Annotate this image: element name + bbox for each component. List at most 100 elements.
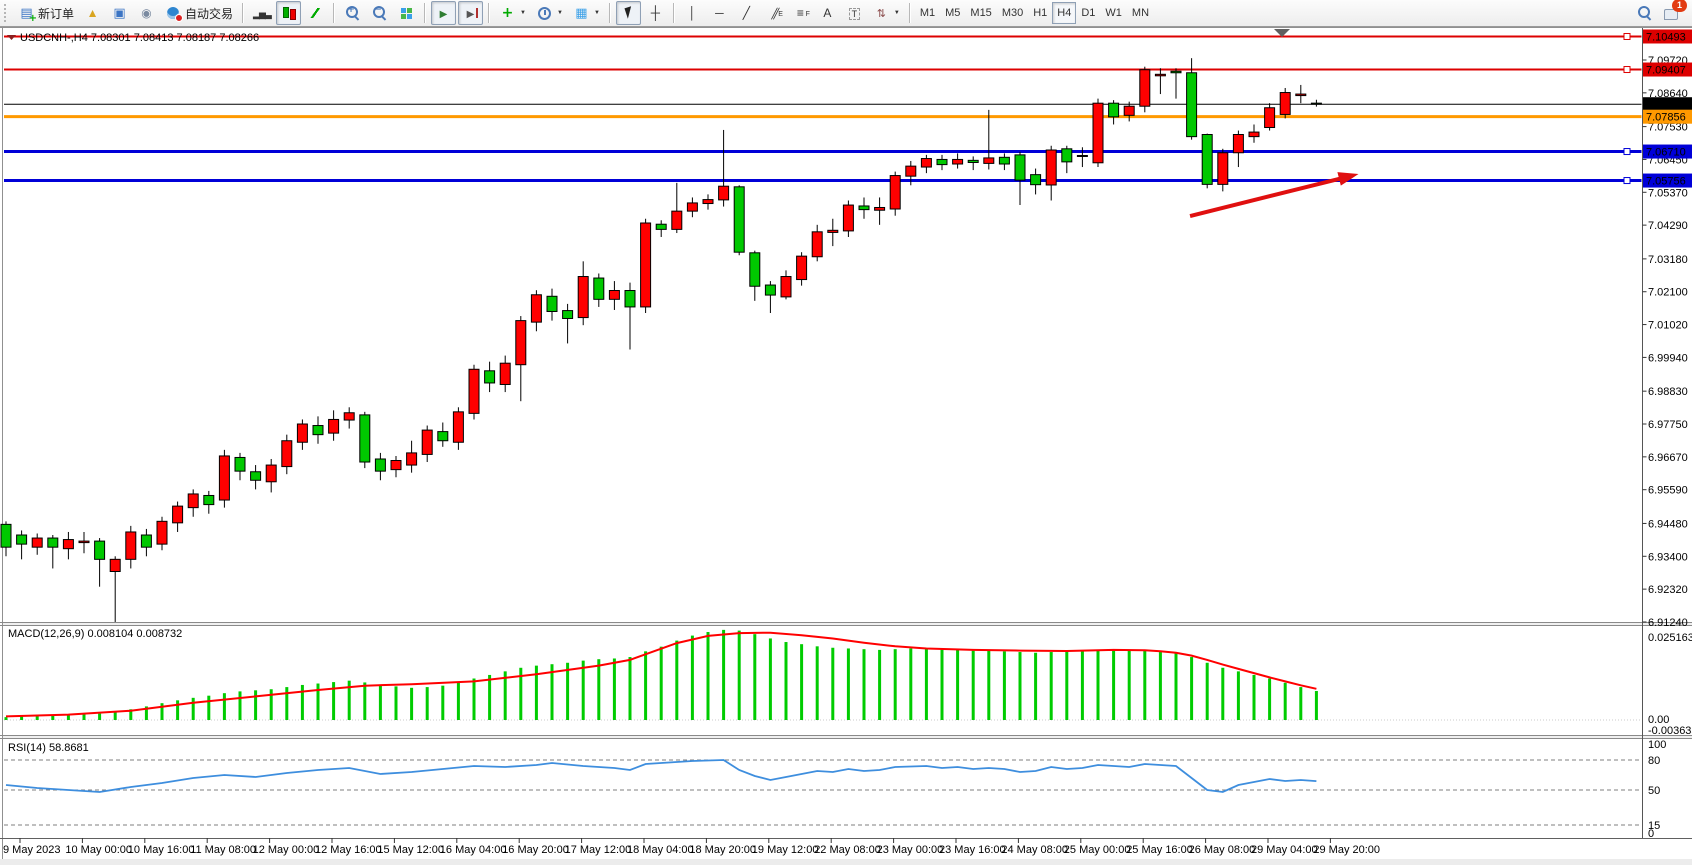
label-button[interactable] [842, 1, 867, 25]
market-watch-button[interactable] [80, 1, 105, 25]
candle-body [889, 175, 901, 210]
cursor-button[interactable] [615, 1, 641, 25]
candle-body [203, 494, 215, 506]
macd-histogram-bar [550, 664, 554, 720]
macd-histogram-bar [1268, 678, 1272, 720]
horizontal-line-button[interactable] [707, 1, 732, 25]
candle-body [827, 229, 839, 233]
indicators-button[interactable]: ▼ [495, 1, 530, 25]
timeframe-w1-button[interactable]: W1 [1105, 7, 1122, 19]
text-button[interactable] [815, 1, 840, 25]
price-tick-label: 6.95590 [1648, 485, 1688, 497]
level-line-handle[interactable] [1623, 177, 1631, 185]
autotrading-button[interactable]: 自动交易 [161, 1, 237, 25]
toolbar-separator [424, 3, 427, 23]
periods-button[interactable]: ▼ [532, 1, 567, 25]
macd-histogram-bar [581, 660, 585, 720]
candle-body [718, 185, 730, 201]
candle-body [359, 414, 371, 463]
candle-body [31, 537, 43, 548]
candle-body [562, 310, 574, 319]
candle-body [328, 418, 340, 434]
level-line-handle[interactable] [1623, 148, 1631, 156]
timeframe-m5-button[interactable]: M5 [945, 7, 961, 19]
level-line-handle[interactable] [1623, 66, 1631, 74]
rsi-axis-label: 80 [1648, 755, 1660, 767]
candle-body [749, 252, 761, 287]
macd-histogram-bar [800, 644, 804, 720]
auto-scroll-button[interactable] [431, 1, 457, 25]
arrows-button[interactable]: ▼ [869, 1, 904, 25]
price-level-badge [1643, 173, 1692, 188]
tiles-icon [398, 5, 415, 21]
candle-body [1076, 154, 1088, 157]
bar-chart-button[interactable] [249, 1, 274, 25]
macd-histogram-bar [815, 646, 819, 720]
macd-histogram-bar [1205, 662, 1209, 720]
timeframe-h4-button[interactable]: H4 [1052, 2, 1077, 24]
new-order-button[interactable]: 新订单 [14, 1, 78, 25]
timeframe-d1-button[interactable]: D1 [1081, 7, 1096, 19]
macd-histogram-bar [113, 712, 117, 720]
vertical-line-button[interactable] [680, 1, 705, 25]
notification-badge: 1 [1672, 0, 1687, 12]
timeframe-h1-button[interactable]: H1 [1033, 7, 1048, 19]
macd-histogram-bar [1158, 652, 1162, 720]
macd-histogram-bar [82, 714, 86, 720]
templates-button[interactable]: ▼ [569, 1, 604, 25]
time-axis-label: 10 May 16:00 [128, 844, 195, 856]
candlestick-button[interactable] [276, 1, 302, 25]
candle-body [1201, 134, 1213, 185]
crosshair-icon [647, 5, 664, 21]
time-axis-label: 16 May 04:00 [440, 844, 507, 856]
price-level-badge-label: 7.10493 [1646, 31, 1686, 43]
arrow-annotation[interactable] [1189, 172, 1359, 218]
notifications-button[interactable]: 1 [1663, 0, 1687, 22]
trendline-button[interactable] [734, 1, 759, 25]
line-chart-button[interactable] [303, 1, 328, 25]
zoom-in-button[interactable] [340, 1, 365, 25]
macd-histogram-bar [1143, 650, 1147, 720]
toolbar-grip [4, 4, 10, 22]
timeframe-m1-button[interactable]: M1 [919, 7, 936, 19]
candle-body [16, 534, 28, 545]
time-axis-label: 9 May 2023 [3, 844, 60, 856]
timeframe-mn-button[interactable]: MN [1131, 7, 1150, 19]
chart-shift-marker[interactable] [1274, 29, 1290, 37]
template-icon [573, 5, 590, 21]
labelicon-icon [846, 5, 863, 21]
time-axis-label: 12 May 16:00 [315, 844, 382, 856]
timeframe-m15-button[interactable]: M15 [970, 7, 992, 19]
channel-button[interactable] [761, 1, 786, 25]
chart-area[interactable]: 7.097207.086407.075307.064507.053707.042… [0, 27, 1692, 865]
macd-histogram-bar [862, 649, 866, 720]
chevron-down-icon: ▼ [593, 10, 600, 16]
macd-histogram-bar [956, 649, 960, 720]
candle-body [1045, 149, 1057, 186]
clock-icon [536, 5, 553, 21]
candle-body [1248, 131, 1260, 138]
crosshair-button[interactable] [643, 1, 668, 25]
candle-body [671, 210, 683, 230]
macd-histogram-bar [207, 695, 211, 720]
chevron-down-icon: ▼ [520, 10, 526, 16]
symbol-dropdown-icon[interactable] [7, 35, 16, 40]
fibonacci-button[interactable] [788, 1, 813, 25]
signals-button[interactable] [134, 1, 159, 25]
price-level-badge [1643, 109, 1692, 124]
price-tick-label: 6.99940 [1648, 352, 1688, 364]
time-axis-label: 29 May 04:00 [1251, 844, 1318, 856]
level-line-handle[interactable] [1623, 32, 1631, 40]
chart-shift-button[interactable] [458, 1, 484, 25]
linechart-icon [307, 5, 324, 21]
candle-body [62, 539, 74, 550]
search-icon[interactable] [1636, 5, 1653, 21]
candle-body [780, 276, 792, 298]
macd-histogram-bar [1034, 652, 1038, 720]
navigator-button[interactable] [107, 1, 132, 25]
zoom-out-button[interactable] [367, 1, 392, 25]
tline-icon [738, 5, 755, 21]
tile-windows-button[interactable] [394, 1, 419, 25]
candle-body [905, 165, 917, 177]
timeframe-m30-button[interactable]: M30 [1001, 7, 1024, 19]
